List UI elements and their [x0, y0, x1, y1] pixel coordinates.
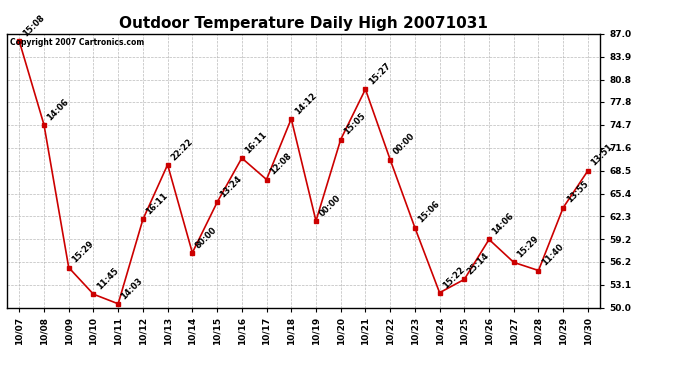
Text: 22:22: 22:22 — [169, 136, 195, 162]
Text: 15:05: 15:05 — [342, 111, 367, 137]
Text: 15:22: 15:22 — [441, 264, 466, 290]
Text: 13:24: 13:24 — [219, 174, 244, 200]
Text: 25:14: 25:14 — [466, 251, 491, 277]
Text: 16:11: 16:11 — [243, 130, 268, 155]
Text: 11:45: 11:45 — [95, 266, 120, 291]
Text: 13:55: 13:55 — [564, 180, 590, 205]
Text: 12:08: 12:08 — [268, 152, 293, 177]
Text: 80:00: 80:00 — [194, 225, 219, 250]
Text: 15:29: 15:29 — [515, 234, 540, 260]
Text: 14:06: 14:06 — [491, 211, 515, 237]
Text: 11:40: 11:40 — [540, 243, 565, 268]
Text: 14:03: 14:03 — [119, 276, 145, 301]
Text: 16:11: 16:11 — [144, 191, 170, 217]
Text: 00:00: 00:00 — [317, 193, 342, 218]
Text: 15:29: 15:29 — [70, 240, 95, 265]
Text: 15:27: 15:27 — [367, 61, 392, 87]
Text: 14:12: 14:12 — [293, 91, 318, 116]
Text: 15:08: 15:08 — [21, 13, 46, 38]
Text: 15:06: 15:06 — [416, 200, 442, 225]
Text: 00:00: 00:00 — [391, 132, 417, 157]
Text: 13:51: 13:51 — [589, 142, 615, 168]
Title: Outdoor Temperature Daily High 20071031: Outdoor Temperature Daily High 20071031 — [119, 16, 488, 31]
Text: Copyright 2007 Cartronics.com: Copyright 2007 Cartronics.com — [10, 38, 144, 47]
Text: 14:06: 14:06 — [46, 97, 70, 122]
